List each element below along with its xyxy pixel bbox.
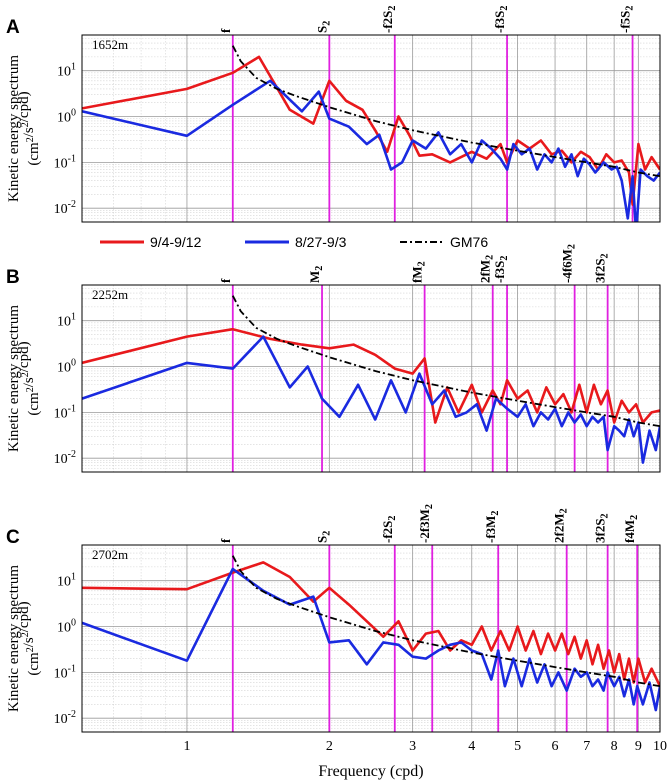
x-tick-label: 1	[183, 739, 190, 754]
depth-label: 2252m	[92, 287, 128, 302]
depth-label: 2702m	[92, 547, 128, 562]
y-axis-unit: (cm2/s2/cpd)	[16, 91, 42, 165]
y-tick-label: 10-2	[54, 449, 76, 467]
tidal-label: f	[218, 538, 233, 543]
tidal-label: S2	[314, 21, 332, 33]
tidal-label: -f2S2	[380, 6, 398, 33]
tidal-label: -f2S2	[380, 516, 398, 543]
y-tick-label: 10-1	[54, 153, 76, 171]
tidal-label: -f3M2	[483, 511, 501, 543]
series-line-8-27-9-3	[82, 567, 660, 712]
y-axis-unit: (cm2/s2/cpd)	[16, 341, 42, 415]
x-tick-label: 2	[326, 739, 333, 754]
series-line-gm76	[231, 45, 660, 178]
x-tick-label: 6	[552, 739, 559, 754]
series-group	[82, 45, 660, 222]
x-tick-label: 8	[611, 739, 618, 754]
y-axis-label: Kinetic energy spectrum	[6, 565, 22, 713]
y-tick-label: 101	[57, 572, 76, 590]
depth-label: 1652m	[92, 37, 128, 52]
legend-label: GM76	[450, 234, 488, 250]
series-line-gm76	[231, 555, 660, 688]
x-axis-label: Frequency (cpd)	[318, 763, 423, 780]
y-tick-label: 101	[57, 62, 76, 80]
y-axis-label: Kinetic energy spectrum	[6, 305, 22, 453]
series-group	[82, 555, 660, 712]
tidal-label: -f3S2	[492, 6, 510, 33]
y-tick-label: 100	[57, 108, 76, 126]
legend-label: 9/4-9/12	[150, 234, 202, 250]
series-line-gm76	[231, 295, 660, 428]
series-line-8-27-9-3	[82, 335, 660, 464]
grid	[82, 285, 661, 472]
tidal-lines: f S2 -f2S2 -f3S2 -f5S2	[218, 6, 636, 222]
series-group	[82, 295, 660, 464]
panel-letter: C	[6, 527, 20, 548]
tidal-label: fM2	[410, 261, 428, 283]
y-tick-label: 10-2	[54, 709, 76, 727]
tidal-label: -4f6M2	[560, 244, 578, 283]
x-tick-label: 3	[409, 739, 416, 754]
panel-c: f S2 -f2S2 -2f3M2 -f3M2 2f2M2 3f2S2 f4M2 10-2 10-…	[6, 504, 667, 754]
x-tick-label: 4	[468, 739, 475, 754]
tidal-label: 3f2S2	[593, 253, 611, 283]
x-tick-label: 7	[583, 739, 590, 754]
y-tick-label: 10-1	[54, 663, 76, 681]
x-tick-label: 5	[514, 739, 521, 754]
legend: 9/4-9/12 8/27-9/3 GM76	[100, 234, 488, 250]
tidal-label: M2	[307, 266, 325, 283]
series-line-9-4-9-12	[82, 55, 660, 206]
legend-label: 8/27-9/3	[295, 234, 347, 250]
axes-frame	[81, 34, 661, 223]
y-tick-label: 100	[57, 358, 76, 376]
tidal-label: 2f2M2	[552, 508, 570, 543]
x-tick-label: 10	[653, 739, 667, 754]
y-tick-label: 10-2	[54, 199, 76, 217]
tidal-label: f	[218, 278, 233, 283]
axes-frame	[81, 544, 661, 733]
tidal-label: 3f2S2	[593, 513, 611, 543]
tidal-label: f	[218, 28, 233, 33]
series-line-8-27-9-3	[82, 79, 660, 222]
tidal-lines: f S2 -f2S2 -2f3M2 -f3M2 2f2M2 3f2S2 f4M2	[218, 504, 640, 732]
grid	[82, 35, 661, 222]
tidal-label: -f5S2	[618, 6, 636, 33]
panel-b: f M2 fM2 2fM2-f3S2 -4f6M23f2S210-210-1100101…	[6, 244, 661, 473]
panel-letter: B	[6, 267, 20, 288]
y-axis-unit: (cm2/s2/cpd)	[16, 601, 42, 675]
y-tick-label: 101	[57, 312, 76, 330]
tidal-label: -f3S2	[492, 256, 510, 283]
panel-a: f S2 -f2S2 -f3S2 -f5S2 10-2 10-1 100 101 1652m A Ki…	[6, 6, 661, 223]
y-tick-label: 100	[57, 618, 76, 636]
panel-letter: A	[6, 17, 20, 38]
tidal-label: S2	[314, 531, 332, 543]
x-tick-label: 9	[635, 739, 642, 754]
tidal-label: 2fM2	[478, 255, 496, 283]
y-axis-label: Kinetic energy spectrum	[6, 55, 22, 203]
axes-frame	[81, 284, 661, 473]
series-line-9-4-9-12	[82, 561, 660, 687]
y-tick-label: 10-1	[54, 403, 76, 421]
tidal-label: f4M2	[622, 515, 640, 543]
tidal-label: -2f3M2	[417, 504, 435, 543]
